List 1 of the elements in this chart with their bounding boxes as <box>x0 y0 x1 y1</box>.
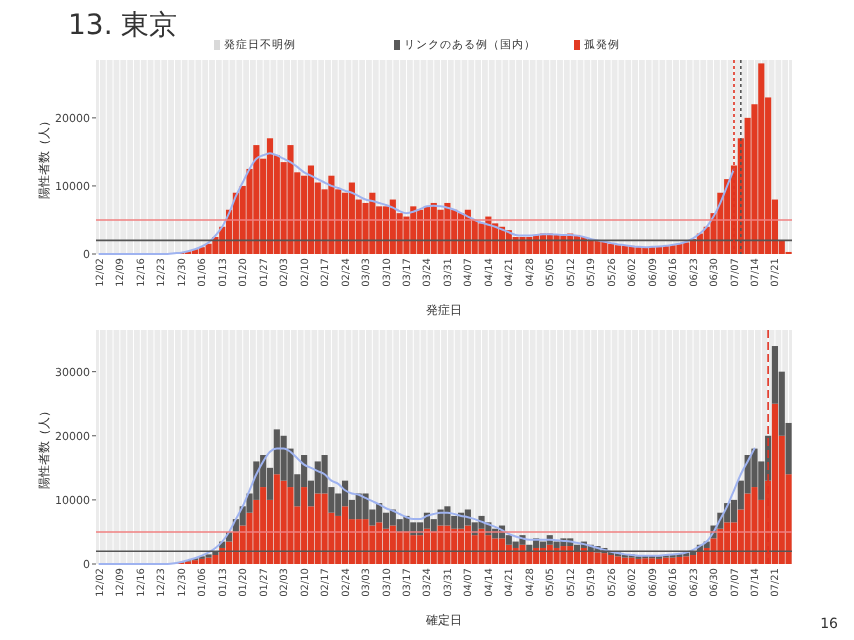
chart-title: 13. 東京 <box>68 10 178 42</box>
